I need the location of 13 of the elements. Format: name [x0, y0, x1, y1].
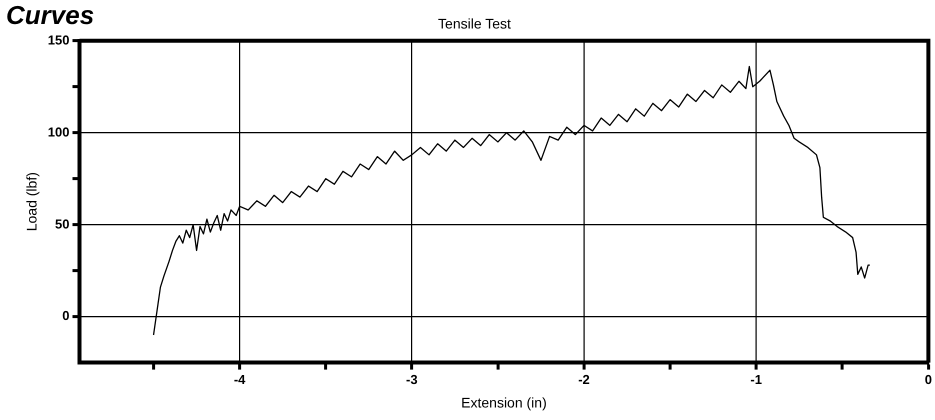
y-tick-label: 100	[48, 124, 70, 140]
y-tick-label: 0	[62, 308, 70, 324]
x-tick-label: 0	[924, 372, 932, 387]
y-axis-title: Load (lbf)	[23, 172, 40, 232]
x-tick-label: -4	[234, 372, 246, 387]
x-tick-label: -2	[578, 372, 590, 387]
x-tick-label: -1	[750, 372, 762, 387]
text: Curves	[6, 0, 94, 31]
y-tick-label: 150	[48, 32, 70, 48]
x-tick-label: -3	[406, 372, 418, 387]
chart-title: Tensile Test	[438, 15, 512, 32]
y-tick-label: 50	[55, 216, 70, 232]
x-axis-title: Extension (in)	[461, 394, 547, 410]
